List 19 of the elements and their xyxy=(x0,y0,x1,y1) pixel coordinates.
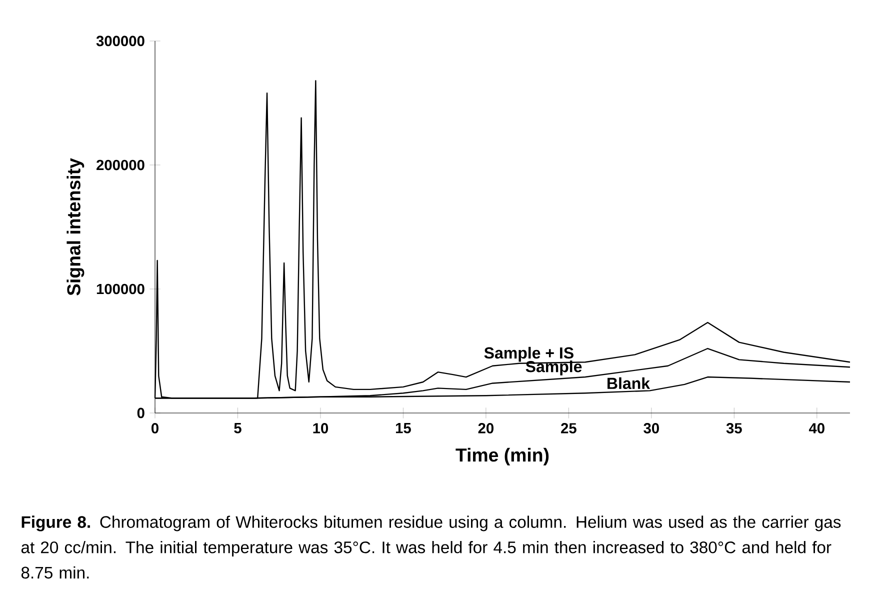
series-label: Sample + IS xyxy=(484,346,574,362)
x-axis-title: Time (min) xyxy=(456,448,549,466)
x-tick-label: 35 xyxy=(726,423,742,434)
x-tick-label: 25 xyxy=(561,423,576,434)
y-tick-label: 300000 xyxy=(96,36,144,46)
x-tick-label: 0 xyxy=(152,423,158,434)
y-tick-label: 100000 xyxy=(96,284,144,294)
text: Figure 8. Chromatogram of Whiterocks bitumen residue using a column. Helium was used as the carrier gas at 20 cc/min. The initial temperature was 35°C. It was held for 4.5 min then increased to 380°C and held for 8.75 min. xyxy=(21,516,841,579)
x-tick-label: 30 xyxy=(644,423,659,434)
x-tick-label: 15 xyxy=(396,423,411,434)
x-tick-label: 20 xyxy=(478,423,494,434)
y-tick-label: 0 xyxy=(137,408,144,418)
y-tick-label: 200000 xyxy=(96,160,144,170)
y-axis-title: Signal intensity xyxy=(66,158,84,296)
series-label: Blank xyxy=(608,377,650,390)
x-tick-label: 40 xyxy=(808,423,824,434)
x-tick-label: 5 xyxy=(234,423,242,434)
series-label: Sample xyxy=(526,360,582,376)
x-tick-label: 10 xyxy=(313,423,328,434)
